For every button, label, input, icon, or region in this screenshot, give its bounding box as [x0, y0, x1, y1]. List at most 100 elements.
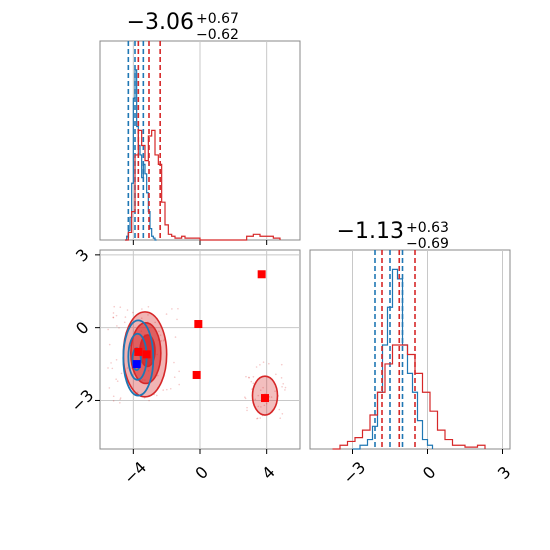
joint-contour-panel: −4 0 4 −3 0 3 — [67, 245, 301, 488]
joint-scatter-point — [147, 314, 149, 316]
joint-blue-contour — [122, 319, 155, 397]
joint-scatter-point — [280, 363, 283, 366]
joint-scatter-point — [281, 385, 283, 388]
joint-scatter-point — [259, 417, 262, 419]
joint-scatter-point — [248, 376, 250, 379]
marginal-2-series-red-step — [332, 344, 486, 450]
joint-scatter-point — [119, 402, 121, 404]
marginal-2-tick-label: 3 — [494, 462, 515, 483]
joint-scatter-point — [108, 343, 111, 346]
joint-scatter-point — [107, 367, 109, 369]
joint-scatter-point — [126, 309, 129, 311]
joint-scatter-point — [141, 308, 143, 310]
joint-scatter-point — [244, 396, 246, 399]
joint-scatter-point — [248, 376, 250, 379]
joint-scatter-point — [115, 378, 117, 381]
marginal-2-title-plus: +0.63 — [406, 220, 449, 236]
marginal-1-series-blue-step — [125, 69, 157, 241]
joint-scatter-point — [257, 405, 260, 408]
joint-x-tick-label: 4 — [258, 462, 279, 483]
joint-red-marker — [194, 320, 203, 329]
joint-scatter-point — [112, 312, 115, 314]
joint-scatter-point — [154, 321, 156, 324]
joint-scatter-point — [147, 305, 150, 308]
marginal-2-title-median: −1.13 — [337, 219, 404, 244]
joint-scatter-point — [177, 307, 179, 310]
joint-scatter-point — [124, 316, 127, 318]
joint-scatter-point — [112, 400, 115, 402]
joint-scatter-point — [284, 389, 286, 391]
joint-scatter-point — [252, 382, 255, 385]
joint-scatter-point — [259, 389, 262, 391]
joint-scatter-point — [120, 372, 123, 375]
joint-scatter-point — [279, 417, 282, 419]
joint-scatter-point — [118, 327, 120, 329]
joint-scatter-point — [178, 370, 180, 373]
joint-scatter-point — [171, 308, 173, 310]
joint-red-marker — [134, 347, 143, 356]
joint-scatter-point — [162, 389, 165, 391]
joint-scatter-point — [160, 340, 163, 342]
joint-red-marker — [142, 350, 151, 359]
joint-scatter-point — [254, 398, 257, 401]
joint-scatter-point — [156, 394, 158, 397]
joint-red-marker — [192, 370, 201, 379]
joint-scatter-point — [112, 316, 115, 319]
marginal-panel-param2: −3 0 3 −1.13 +0.63−0.69 — [309, 219, 515, 488]
joint-scatter-point — [270, 396, 273, 398]
marginal-2-tick-label: 0 — [419, 462, 440, 483]
joint-scatter-point — [132, 311, 134, 314]
marginal-panel-param1: −3.06 +0.67−0.62 — [99, 10, 301, 245]
joint-scatter-point — [159, 334, 162, 336]
joint-scatter-point — [250, 380, 253, 383]
joint-scatter-point — [280, 377, 283, 379]
joint-scatter-point — [265, 402, 268, 405]
joint-scatter-point — [113, 305, 116, 308]
joint-scatter-point — [119, 398, 121, 401]
joint-x-tick-label: 0 — [191, 462, 212, 483]
joint-scatter-point — [244, 397, 247, 400]
joint-scatter-point — [282, 383, 285, 385]
joint-scatter-point — [176, 318, 178, 321]
joint-scatter-point — [246, 409, 248, 412]
marginal-2-tick-label: −3 — [339, 458, 369, 488]
joint-scatter-point — [162, 339, 165, 342]
joint-scatter-point — [112, 316, 115, 319]
joint-scatter-point — [174, 336, 177, 338]
joint-scatter-point — [274, 390, 276, 393]
marginal-2-series-blue-step — [352, 268, 434, 450]
joint-scatter-point — [123, 321, 126, 324]
joint-scatter-point — [157, 374, 159, 377]
marginal-1-title-median: −3.06 — [127, 10, 194, 35]
joint-scatter-point — [263, 404, 266, 407]
joint-scatter-point — [284, 386, 287, 389]
joint-scatter-point — [148, 399, 150, 402]
joint-scatter-point — [111, 367, 114, 370]
joint-scatter-point — [173, 376, 176, 379]
joint-scatter-point — [119, 306, 122, 309]
joint-scatter-point — [140, 317, 143, 320]
joint-x-tick-label: −4 — [120, 458, 150, 488]
joint-blue-marker — [132, 360, 141, 369]
joint-scatter-point — [173, 361, 175, 364]
joint-scatter-point — [178, 383, 180, 386]
joint-scatter-point — [116, 325, 118, 327]
joint-content — [107, 270, 287, 420]
joint-y-tick-label: −3 — [67, 386, 97, 416]
joint-scatter-point — [268, 362, 270, 365]
joint-scatter-point — [115, 358, 118, 361]
joint-scatter-point — [256, 417, 258, 420]
joint-scatter-point — [255, 366, 258, 368]
joint-scatter-point — [116, 380, 119, 382]
joint-scatter-point — [126, 367, 129, 369]
joint-scatter-point — [257, 394, 260, 397]
joint-red-marker — [261, 394, 269, 403]
joint-scatter-point — [246, 406, 248, 409]
joint-y-tick-label: 0 — [72, 318, 93, 339]
joint-scatter-point — [278, 408, 281, 411]
joint-red-marker — [257, 270, 266, 279]
marginal-2-title-minus: −0.69 — [406, 236, 449, 252]
joint-scatter-point — [158, 330, 160, 333]
marginal-2-frame — [309, 249, 511, 450]
